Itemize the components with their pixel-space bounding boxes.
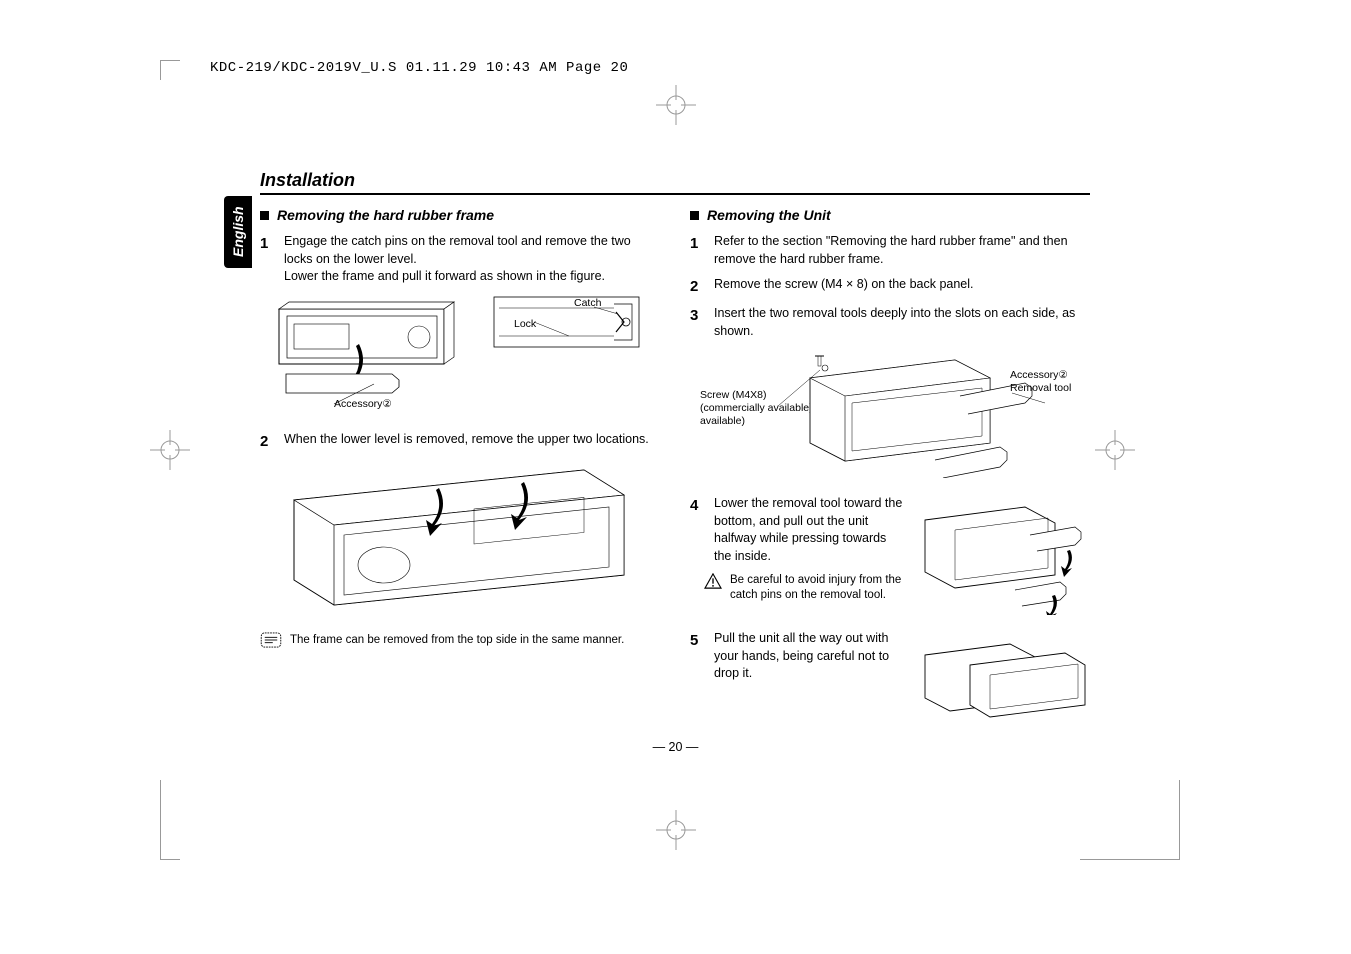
step-5-row: 5 Pull the unit all the way out with you… — [690, 630, 1090, 730]
step-2-left: 2 When the lower level is removed, remov… — [260, 431, 660, 452]
step-number: 3 — [690, 305, 704, 340]
fig-label-screw: Screw (M4X8) — [700, 389, 767, 401]
step-number: 1 — [260, 233, 274, 286]
step-text: Engage the catch pins on the removal too… — [284, 233, 660, 268]
corner-mark — [1080, 780, 1180, 860]
note-icon — [260, 632, 282, 648]
step-text: Pull the unit all the way out with your … — [714, 630, 903, 683]
step-text: Lower the removal tool toward the bottom… — [714, 495, 903, 565]
step-number: 4 — [690, 495, 704, 565]
step-4-right: 4 Lower the removal tool toward the bott… — [690, 495, 903, 565]
figure-frame-upper — [274, 460, 660, 620]
note-text: The frame can be removed from the top si… — [290, 634, 624, 646]
left-column: Removing the hard rubber frame 1 Engage … — [260, 207, 660, 740]
fig-label-available: available) — [700, 415, 745, 427]
step-3-right: 3 Insert the two removal tools deeply in… — [690, 305, 1090, 340]
step-number: 2 — [690, 276, 704, 297]
step-text: When the lower level is removed, remove … — [284, 431, 649, 452]
caution-icon — [704, 573, 722, 589]
step-number: 2 — [260, 431, 274, 452]
right-column: Removing the Unit 1 Refer to the section… — [690, 207, 1090, 740]
step-text: Refer to the section "Removing the hard … — [714, 233, 1090, 268]
fig-label-screw-sub: (commercially available) — [700, 402, 813, 414]
caution-text: Be careful to avoid injury from the catc… — [730, 573, 903, 603]
step-4-row: 4 Lower the removal tool toward the bott… — [690, 495, 1090, 620]
section-title: Installation — [260, 170, 1090, 195]
page-number: — 20 — — [653, 740, 699, 754]
step-number: 5 — [690, 630, 704, 683]
fig-label-removal-tool: Removal tool — [1010, 382, 1071, 394]
step-text: Remove the screw (M4 × 8) on the back pa… — [714, 276, 974, 297]
square-bullet-icon — [260, 211, 269, 220]
step-2-right: 2 Remove the screw (M4 × 8) on the back … — [690, 276, 1090, 297]
step-1-right: 1 Refer to the section "Removing the har… — [690, 233, 1090, 268]
figure-pull-out — [915, 630, 1090, 730]
corner-mark — [160, 780, 180, 860]
note-row: The frame can be removed from the top si… — [260, 632, 660, 648]
crop-mark-left — [150, 430, 190, 475]
step-number: 1 — [690, 233, 704, 268]
crop-mark-bottom — [656, 810, 696, 855]
fig-label-accessory: Accessory② — [334, 398, 392, 410]
page-header: KDC-219/KDC-2019V_U.S 01.11.29 10:43 AM … — [210, 60, 1190, 76]
step-1-left: 1 Engage the catch pins on the removal t… — [260, 233, 660, 286]
caution-row: Be careful to avoid injury from the catc… — [704, 573, 903, 603]
crop-mark-top — [656, 85, 696, 130]
subheading-left: Removing the hard rubber frame — [260, 207, 660, 223]
subheading-text: Removing the hard rubber frame — [277, 207, 494, 223]
figure-frame-removal: Accessory② Removal tool Lock Catc — [274, 294, 660, 419]
crop-mark-right — [1095, 430, 1135, 475]
fig-label-catch: Catch — [574, 297, 602, 309]
fig-label-accessory: Accessory② — [1010, 369, 1068, 381]
step-text: Insert the two removal tools deeply into… — [714, 305, 1090, 340]
step-text: Lower the frame and pull it forward as s… — [284, 268, 660, 286]
language-tab: English — [224, 196, 252, 268]
figure-insert-tools: Screw (M4X8) (commercially available) av… — [690, 348, 1090, 483]
step-5-right: 5 Pull the unit all the way out with you… — [690, 630, 903, 683]
subheading-right: Removing the Unit — [690, 207, 1090, 223]
fig-label-lock: Lock — [514, 318, 537, 330]
figure-lower-tool — [915, 495, 1090, 620]
square-bullet-icon — [690, 211, 699, 220]
subheading-text: Removing the Unit — [707, 207, 831, 223]
